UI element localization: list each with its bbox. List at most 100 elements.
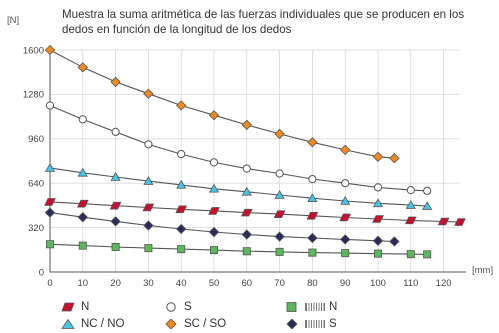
marker-parallelogram: [175, 205, 188, 214]
legend-label: SC / SO: [184, 318, 227, 330]
series-line: [49, 104, 428, 192]
x-tick-label: 30: [143, 278, 154, 289]
x-tick-label: 70: [274, 278, 285, 289]
marker-square: [406, 250, 415, 259]
marker-square: [144, 244, 153, 253]
marker-square: [308, 248, 317, 257]
marker-triangle: [176, 179, 187, 189]
x-axis-label: [mm]: [472, 265, 494, 276]
y-tick-label: 640: [28, 179, 44, 190]
marker-parallelogram: [372, 215, 384, 223]
marker-square: [111, 243, 120, 252]
marker-diamond: [340, 144, 351, 156]
legend-item-s: S: [164, 300, 192, 314]
marker-parallelogram: [240, 208, 253, 217]
marker-diamond: [110, 216, 121, 227]
marker-parallelogram: [339, 213, 352, 222]
marker-diamond: [307, 232, 318, 244]
legend-label: N: [329, 301, 338, 313]
marker-square: [242, 247, 251, 256]
marker-square: [373, 249, 383, 258]
series-line: [49, 49, 395, 159]
marker-diamond: [208, 110, 220, 121]
marker-parallelogram: [454, 218, 466, 226]
marker-circle: [209, 158, 219, 167]
legend-label: NC / NO: [81, 318, 125, 330]
marker-triangle: [405, 200, 416, 209]
marker-diamond: [44, 207, 56, 218]
marker-parallelogram: [273, 210, 286, 218]
marker-diamond: [176, 100, 187, 111]
legend-marker-parallelogram: [61, 302, 75, 312]
marker-square: [209, 246, 219, 255]
marker-diamond: [307, 137, 318, 148]
y-tick-label: 960: [28, 134, 44, 145]
x-tick-label: 120: [436, 278, 452, 289]
marker-triangle: [208, 183, 220, 193]
legend-label: S: [184, 301, 192, 313]
marker-parallelogram: [208, 207, 220, 215]
marker-diamond: [208, 226, 220, 238]
marker-triangle: [274, 189, 285, 199]
legend-item-nc-no: NC / NO: [61, 317, 124, 331]
x-tick-label: 100: [370, 278, 386, 289]
legend-item-n: N: [61, 300, 89, 314]
series-line: [49, 212, 395, 243]
legend-marker-circle: [166, 302, 176, 312]
marker-circle: [177, 149, 186, 159]
legend-item-n-hatched: N: [285, 300, 337, 314]
marker-diamond: [143, 220, 154, 231]
marker-triangle: [77, 167, 88, 177]
marker-triangle: [340, 195, 351, 205]
legend-item-s-hatched: S: [285, 317, 337, 331]
x-tick-label: 90: [340, 278, 351, 289]
marker-square: [177, 245, 186, 254]
marker-circle: [45, 101, 55, 110]
marker-circle: [144, 140, 153, 149]
y-tick-label: 0: [39, 267, 44, 278]
marker-diamond: [77, 212, 88, 223]
marker-parallelogram: [437, 217, 450, 226]
y-tick-label: 1280: [23, 90, 44, 101]
series-line: [49, 243, 428, 255]
legend-label: S: [329, 318, 337, 330]
marker-square: [341, 249, 350, 258]
tick-labels: 0 10 20 30 40 50 60 70 80 90 100 110 120 0 320 640 960 12…: [23, 45, 452, 289]
series-line: [49, 201, 461, 223]
marker-parallelogram: [44, 198, 56, 206]
marker-diamond: [110, 76, 121, 88]
legend-label: N: [81, 301, 90, 313]
grid: [49, 49, 460, 273]
marker-diamond: [77, 62, 88, 73]
legend-marker-diamond: [165, 319, 177, 329]
x-tick-label: 110: [403, 278, 418, 289]
marker-triangle: [110, 171, 121, 181]
marker-triangle: [307, 193, 318, 202]
marker-circle: [423, 186, 432, 195]
y-axis-label: [N]: [7, 15, 20, 26]
marker-parallelogram: [404, 216, 417, 225]
x-tick-label: 60: [242, 278, 253, 289]
marker-diamond: [176, 223, 187, 235]
x-tick-label: 0: [47, 278, 52, 289]
marker-triangle: [372, 198, 384, 208]
marker-circle: [373, 183, 383, 192]
legend-marker-triangle: [61, 319, 75, 329]
marker-circle: [78, 115, 87, 124]
marker-diamond: [241, 229, 252, 240]
hatch-icon: [305, 303, 325, 311]
series-markers: [44, 44, 466, 259]
marker-triangle: [44, 162, 56, 172]
marker-diamond: [241, 119, 252, 131]
legend-marker-diamond-dark: [286, 319, 298, 329]
marker-diamond: [372, 151, 384, 163]
marker-diamond: [372, 235, 384, 246]
marker-circle: [341, 179, 350, 188]
marker-diamond: [389, 153, 400, 164]
marker-circle: [308, 174, 317, 184]
marker-diamond: [340, 234, 351, 245]
marker-square: [46, 240, 54, 249]
marker-diamond: [143, 88, 154, 99]
marker-circle: [406, 186, 415, 195]
